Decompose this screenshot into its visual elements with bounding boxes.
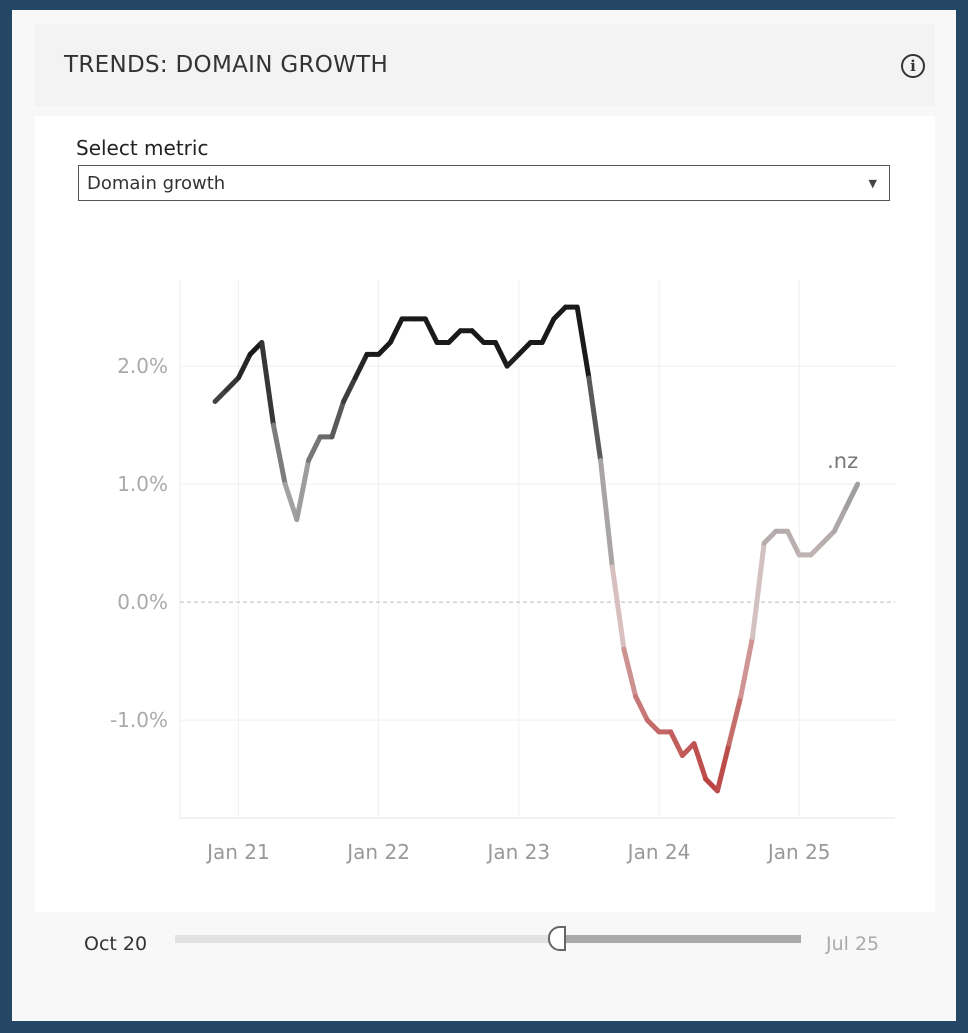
line-segment [376,340,393,357]
line-segment [387,316,405,346]
page-title: TRENDS: DOMAIN GROWTH [64,52,389,78]
line-segment [551,304,569,322]
line-segment [749,540,767,640]
line-segment [726,693,744,747]
line-segment [422,316,440,346]
metric-select-value: Domain growth [87,173,226,194]
line-segment [329,399,347,440]
slider-start-label: Oct 20 [84,933,148,955]
line-segment [235,351,253,381]
x-tick-label: Jan 23 [485,840,550,864]
x-tick-label: Jan 22 [345,840,410,864]
slider-fill [556,935,801,943]
line-segment [785,528,802,558]
header: TRENDS: DOMAIN GROWTH i [35,24,935,106]
line-segment [761,528,779,546]
line-segment [446,328,463,346]
line-segment [586,375,604,464]
line-segment [574,304,592,381]
line-segment [738,634,755,699]
line-segment [831,505,849,534]
line-segment [843,481,861,511]
line-chart: Jan 21 Jan 22 Jan 23 Jan 24 Jan 25 2.0% 1.0% 0.… [110,280,895,864]
line-segment [633,693,650,723]
line-segment [469,328,487,346]
line-segment [609,564,627,652]
line-segment [282,481,300,523]
line-segment [306,434,323,464]
x-tick-label: Jan 25 [766,840,831,864]
line-segment [294,458,312,523]
line-segment [714,741,732,794]
line-segment [598,458,615,570]
line-segment [504,351,522,369]
x-tick-label: Jan 24 [626,840,691,864]
line-segment [820,528,837,546]
date-range-slider[interactable] [175,926,801,951]
x-tick-label: Jan 21 [205,840,270,864]
line-segment [808,540,826,558]
series-label: .nz [827,449,858,473]
y-tick-label: -1.0% [110,708,168,732]
line-segment [644,717,662,735]
line-segment [516,340,533,357]
line-segment [539,316,557,346]
info-icon[interactable]: i [901,54,925,78]
y-tick-label: 0.0% [117,590,168,614]
slider-end-label: Jul 25 [826,933,880,955]
line-segment [668,729,685,758]
chart-panel: Select metric Domain growth ▼ [35,116,935,912]
slider-thumb[interactable] [547,926,566,951]
line-segment [621,646,639,699]
line-segment [352,351,370,381]
line-segment [224,375,241,393]
line-segment [341,375,358,405]
line-segment [492,340,510,369]
metric-label: Select metric [76,136,209,160]
metric-select[interactable]: Domain growth ▼ [78,165,890,201]
line-segment [259,340,276,428]
y-tick-label: 2.0% [117,354,168,378]
line-segment [212,387,230,405]
line-segment [691,741,709,782]
line-segment [270,422,288,487]
chevron-down-icon: ▼ [868,177,877,190]
y-tick-label: 1.0% [117,472,168,496]
